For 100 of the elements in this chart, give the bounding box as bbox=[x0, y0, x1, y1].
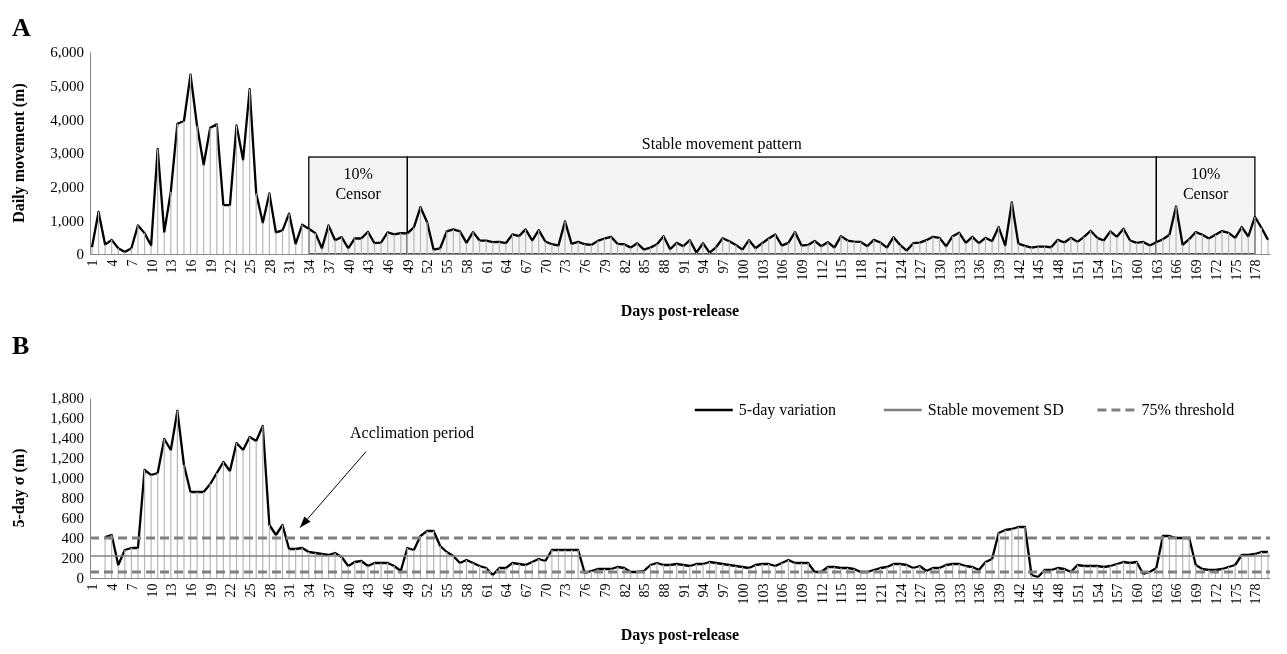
x-tick-label: 52 bbox=[420, 259, 436, 274]
x-tick-label: 19 bbox=[203, 583, 219, 598]
x-tick-label: 61 bbox=[479, 583, 495, 598]
legend-label: 5-day variation bbox=[738, 401, 837, 419]
x-tick-label: 16 bbox=[183, 583, 199, 598]
x-tick-label: 13 bbox=[164, 259, 180, 274]
chart-title: B bbox=[12, 331, 30, 360]
x-tick-label: 10 bbox=[144, 259, 160, 274]
x-tick-label: 97 bbox=[716, 259, 732, 274]
x-tick-label: 115 bbox=[834, 259, 850, 281]
x-tick-label: 133 bbox=[952, 583, 968, 605]
x-tick-label: 82 bbox=[617, 583, 633, 598]
x-tick-label: 127 bbox=[913, 583, 929, 605]
x-tick-label: 178 bbox=[1248, 583, 1264, 605]
x-tick-label: 94 bbox=[696, 259, 712, 274]
x-tick-label: 118 bbox=[854, 583, 870, 605]
x-tick-label: 61 bbox=[479, 259, 495, 274]
x-tick-label: 124 bbox=[893, 259, 909, 281]
x-tick-label: 112 bbox=[814, 583, 830, 605]
x-tick-label: 22 bbox=[223, 583, 239, 598]
x-tick-label: 43 bbox=[361, 259, 377, 274]
y-tick-label: 1,200 bbox=[50, 450, 84, 467]
x-tick-label: 163 bbox=[1149, 259, 1165, 281]
x-tick-label: 109 bbox=[794, 259, 810, 281]
x-tick-label: 79 bbox=[597, 259, 613, 274]
x-tick-label: 151 bbox=[1070, 259, 1086, 281]
y-tick-label: 5,000 bbox=[50, 77, 84, 94]
y-tick-label: 3,000 bbox=[50, 145, 84, 162]
x-tick-label: 76 bbox=[578, 259, 594, 274]
x-tick-label: 58 bbox=[459, 259, 475, 274]
x-tick-label: 154 bbox=[1090, 259, 1106, 281]
x-tick-label: 76 bbox=[578, 583, 594, 598]
x-tick-label: 121 bbox=[873, 259, 889, 281]
band-label: 10% Censor bbox=[1182, 165, 1229, 203]
x-tick-label: 121 bbox=[873, 583, 889, 605]
x-tick-label: 7 bbox=[124, 583, 140, 591]
x-tick-label: 166 bbox=[1169, 583, 1185, 605]
x-tick-label: 73 bbox=[558, 259, 574, 274]
x-tick-label: 37 bbox=[321, 259, 337, 274]
y-tick-label: 200 bbox=[61, 550, 84, 567]
x-tick-label: 52 bbox=[420, 583, 436, 598]
y-axis-title: Daily movement (m) bbox=[10, 83, 28, 223]
x-tick-label: 88 bbox=[656, 259, 672, 274]
y-tick-label: 400 bbox=[61, 530, 84, 547]
x-tick-label: 40 bbox=[341, 259, 357, 274]
x-tick-label: 67 bbox=[519, 259, 534, 274]
band-label: Stable movement pattern bbox=[641, 135, 802, 154]
x-tick-label: 166 bbox=[1169, 259, 1185, 281]
x-tick-label: 160 bbox=[1130, 583, 1146, 605]
x-tick-label: 100 bbox=[735, 583, 751, 605]
x-tick-label: 49 bbox=[400, 583, 416, 598]
x-tick-label: 175 bbox=[1228, 583, 1244, 605]
annotation: Acclimation period bbox=[350, 423, 475, 442]
x-tick-label: 139 bbox=[992, 259, 1008, 281]
legend-label: 75% threshold bbox=[1141, 401, 1235, 418]
x-tick-label: 127 bbox=[913, 259, 929, 281]
y-tick-label: 1,000 bbox=[50, 470, 84, 487]
x-tick-label: 73 bbox=[558, 583, 574, 598]
x-tick-label: 19 bbox=[203, 259, 219, 274]
x-tick-label: 16 bbox=[183, 259, 199, 274]
x-tick-label: 1 bbox=[85, 583, 101, 591]
x-tick-label: 10 bbox=[144, 583, 160, 598]
y-tick-label: 1,800 bbox=[50, 390, 84, 407]
x-tick-label: 85 bbox=[637, 583, 653, 598]
band-label: 10% Censor bbox=[335, 165, 382, 203]
x-tick-label: 64 bbox=[499, 583, 515, 598]
x-tick-label: 130 bbox=[932, 259, 948, 281]
x-tick-label: 148 bbox=[1051, 259, 1067, 281]
x-tick-label: 34 bbox=[302, 583, 318, 598]
x-tick-label: 88 bbox=[656, 583, 672, 598]
x-tick-label: 109 bbox=[794, 583, 810, 605]
y-tick-label: 2,000 bbox=[50, 178, 84, 195]
x-tick-label: 106 bbox=[775, 583, 791, 605]
x-tick-label: 103 bbox=[755, 583, 771, 605]
x-tick-label: 130 bbox=[932, 583, 948, 605]
x-tick-label: 49 bbox=[400, 259, 416, 274]
x-tick-label: 70 bbox=[538, 259, 554, 274]
x-tick-label: 106 bbox=[775, 259, 791, 281]
x-tick-label: 67 bbox=[519, 583, 534, 598]
x-tick-label: 169 bbox=[1189, 583, 1205, 605]
x-tick-label: 160 bbox=[1130, 259, 1146, 281]
y-axis-title: 5-day σ (m) bbox=[10, 448, 28, 528]
x-tick-label: 172 bbox=[1208, 583, 1224, 605]
x-axis-title: Days post-release bbox=[620, 302, 740, 320]
x-tick-label: 169 bbox=[1189, 259, 1205, 281]
x-tick-label: 4 bbox=[105, 583, 121, 591]
x-tick-label: 118 bbox=[854, 259, 870, 281]
x-tick-label: 172 bbox=[1208, 259, 1224, 281]
x-tick-label: 46 bbox=[381, 259, 397, 274]
x-tick-label: 103 bbox=[755, 259, 771, 281]
x-tick-label: 22 bbox=[223, 259, 239, 274]
x-axis-title: Days post-release bbox=[620, 626, 740, 644]
x-tick-label: 145 bbox=[1031, 583, 1047, 605]
x-tick-label: 139 bbox=[992, 583, 1008, 605]
x-tick-label: 136 bbox=[972, 583, 988, 605]
x-tick-label: 64 bbox=[499, 259, 515, 274]
x-tick-label: 28 bbox=[262, 259, 278, 274]
x-tick-label: 28 bbox=[262, 583, 278, 598]
x-tick-label: 7 bbox=[124, 259, 140, 267]
y-tick-label: 4,000 bbox=[50, 111, 84, 128]
